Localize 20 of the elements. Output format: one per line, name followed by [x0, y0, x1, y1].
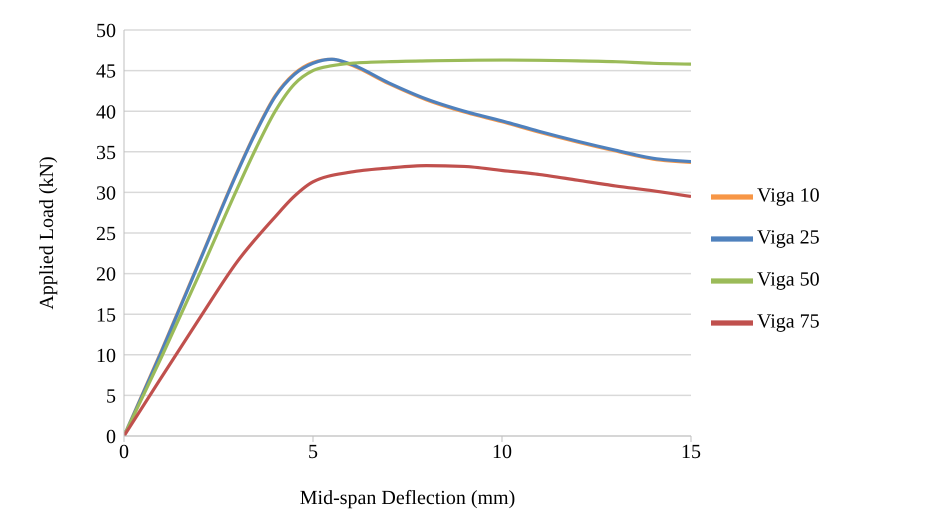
x-tick-label: 15: [681, 441, 701, 464]
y-tick-label: 15: [96, 304, 116, 326]
y-axis-title: Applied Load (kN): [36, 156, 58, 310]
legend-label: Viga 75: [757, 310, 820, 333]
legend-label: Viga 10: [757, 184, 820, 207]
y-tick-label: 35: [96, 142, 116, 164]
y-tick-label: 50: [96, 20, 116, 42]
x-tick-label: 5: [308, 441, 318, 464]
y-tick-label: 45: [96, 60, 116, 83]
y-tick-label: 25: [96, 223, 116, 246]
x-tick-label: 10: [492, 441, 512, 464]
x-axis-title: Mid-span Deflection (mm): [300, 487, 516, 509]
y-tick-label: 10: [96, 344, 116, 367]
legend-label: Viga 25: [757, 226, 820, 249]
legend-label: Viga 50: [757, 268, 820, 291]
y-tick-label: 5: [106, 386, 116, 408]
y-tick-label: 20: [96, 264, 116, 286]
y-tick-label: 40: [96, 101, 116, 124]
y-tick-label: 30: [96, 182, 116, 204]
y-tick-label: 0: [106, 426, 116, 448]
